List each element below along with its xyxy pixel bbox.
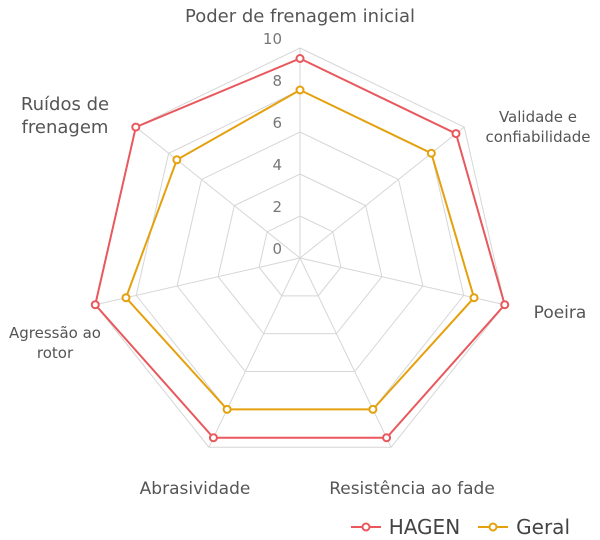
grid-spoke-7 — [135, 126, 301, 259]
grid-ring-2 — [217, 173, 383, 335]
legend-label-hagen: HAGEN — [388, 515, 461, 539]
data-point-geral-2 — [426, 148, 436, 158]
series-line-hagen — [94, 57, 506, 439]
data-point-hagen-4 — [382, 433, 392, 443]
data-point-hagen-7 — [131, 122, 141, 132]
axis-label-5: Abrasividade — [140, 479, 251, 499]
series-line-geral — [124, 88, 476, 411]
data-point-geral-1 — [295, 85, 305, 95]
data-point-hagen-1 — [295, 54, 305, 63]
axis-label-6: Agressão ao rotor — [9, 324, 101, 362]
axis-label-7: Ruídos de frenagem — [21, 94, 109, 138]
legend-marker-hagen — [350, 522, 381, 532]
grid-ring-3 — [176, 131, 424, 373]
axis-label-1: Poder de frenagem inicial — [185, 6, 415, 27]
legend-marker-geral — [478, 522, 509, 532]
tick-label-10: 10 — [263, 30, 282, 48]
data-point-geral-7 — [172, 155, 182, 165]
legend: HAGEN Geral — [350, 515, 570, 539]
data-point-geral-5 — [222, 404, 232, 414]
radar-grid — [94, 47, 506, 448]
tick-label-6: 6 — [272, 114, 282, 132]
axis-labels: Poder de frenagem inicial Validade e confi… — [9, 6, 591, 499]
legend-item-geral[interactable]: Geral — [478, 515, 570, 539]
data-point-geral-3 — [469, 293, 479, 303]
grid-spoke-4 — [299, 257, 392, 448]
series-layer — [90, 54, 510, 443]
grid-spoke-5 — [208, 257, 301, 448]
data-point-hagen-5 — [208, 433, 218, 443]
data-point-hagen-6 — [90, 300, 100, 310]
legend-label-geral: Geral — [516, 515, 570, 539]
tick-label-0: 0 — [272, 240, 282, 258]
radial-tick-labels: 0 2 4 6 8 10 — [263, 30, 282, 258]
data-point-geral-6 — [121, 293, 131, 303]
data-point-hagen-3 — [500, 300, 510, 310]
tick-label-8: 8 — [272, 72, 282, 90]
axis-label-3: Poeira — [534, 303, 587, 323]
data-point-hagen-2 — [451, 129, 461, 139]
data-point-geral-4 — [368, 404, 378, 414]
axis-label-4: Resistência ao fade — [329, 479, 495, 499]
legend-item-hagen[interactable]: HAGEN — [350, 515, 461, 539]
grid-ring-1 — [258, 215, 342, 297]
grid-spoke-2 — [299, 126, 465, 259]
tick-label-4: 4 — [272, 156, 282, 174]
axis-label-2: Validade e confiabilidade — [485, 108, 590, 146]
tick-label-2: 2 — [272, 198, 282, 216]
